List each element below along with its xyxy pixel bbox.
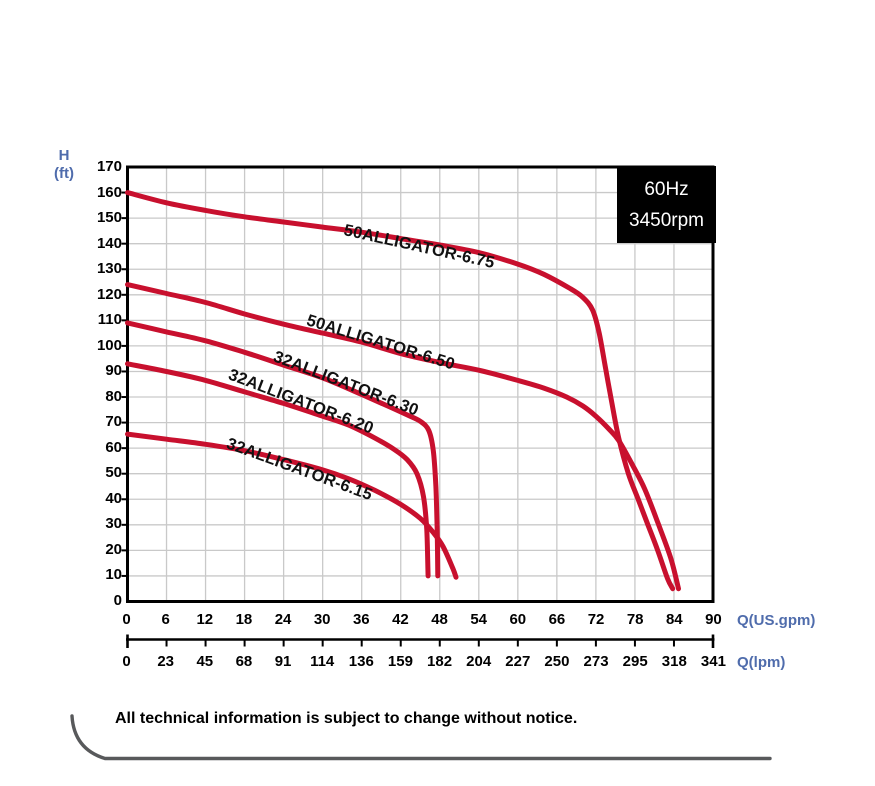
y-axis-unit-label: H (ft) (44, 147, 84, 183)
lpm-tick-label: 68 (235, 653, 253, 670)
lpm-tick-label: 204 (466, 653, 492, 670)
disclaimer-text: All technical information is subject to … (115, 710, 578, 727)
gpm-tick-label: 0 (122, 611, 131, 628)
y-tick-label: 110 (97, 311, 122, 329)
lpm-tick-label: 182 (427, 653, 453, 670)
lpm-tick-label: 273 (583, 653, 609, 670)
lpm-tick-label: 159 (387, 653, 413, 670)
lpm-tick-label: 0 (122, 653, 131, 670)
lpm-tick-label: 318 (661, 653, 687, 670)
gpm-tick-label: 60 (509, 611, 527, 628)
y-tick-label: 0 (113, 591, 122, 609)
y-tick-label: 40 (105, 489, 122, 507)
y-tick-label: 80 (105, 387, 122, 405)
lpm-tick-label: 341 (700, 653, 726, 670)
y-tick-label: 130 (96, 260, 122, 278)
pump-curve-50ALLIGATOR-6.75 (125, 190, 676, 592)
plot-border (126, 165, 715, 603)
x-axis-lpm-tick-labels: 0 23 45 68 91 114 136 159 182 204 227 250 273 295 318 3… (107, 653, 733, 670)
y-tick-label: 20 (105, 540, 122, 558)
y-axis-symbol: H (58, 147, 70, 164)
gpm-tick-label: 84 (665, 611, 683, 628)
lpm-tick-label: 250 (544, 653, 570, 670)
gpm-tick-label: 42 (392, 611, 409, 628)
y-axis-unit: (ft) (54, 165, 74, 182)
y-tick-label: 60 (105, 438, 122, 456)
x-axis-gpm-unit-label: Q(US.gpm) (737, 612, 816, 629)
gpm-tick-label: 6 (161, 611, 170, 628)
y-tick-label: 150 (96, 209, 122, 227)
y-tick-label: 90 (105, 362, 122, 380)
gpm-tick-label: 72 (587, 611, 605, 628)
frequency-value: 60Hz (644, 178, 689, 200)
speed-value: 3450rpm (629, 209, 704, 231)
lpm-tick-label: 23 (157, 653, 175, 670)
y-tick-label: 100 (96, 336, 122, 354)
gpm-tick-label: 12 (196, 611, 214, 628)
gpm-tick-label: 30 (313, 611, 331, 628)
pump-curve-32ALLIGATOR-6.15 (125, 431, 459, 580)
lpm-tick-label: 227 (505, 653, 531, 670)
y-tick-label: 140 (96, 234, 122, 252)
y-tick-label: 170 (96, 158, 122, 175)
y-tick-label: 70 (105, 413, 122, 431)
frequency-speed-badge: 60Hz 3450rpm (617, 166, 716, 243)
y-axis-tick-labels: 170 160 150 140 130 120 110 100 90 80 70 60 50 40 30 20… (78, 158, 122, 610)
x-axis-lpm-unit-label: Q(lpm) (737, 654, 786, 671)
y-tick-label: 160 (96, 183, 122, 201)
gpm-tick-label: 18 (235, 611, 253, 628)
decorative-corner-line (70, 714, 772, 761)
gpm-tick-label: 36 (352, 611, 370, 628)
gpm-tick-label: 66 (548, 611, 566, 628)
y-tick-label: 50 (105, 464, 122, 482)
lpm-tick-label: 114 (310, 653, 335, 670)
gpm-tick-label: 78 (626, 611, 644, 628)
gpm-tick-label: 54 (470, 611, 488, 628)
gpm-tick-label: 48 (431, 611, 448, 628)
pump-curve-32ALLIGATOR-6.20 (125, 361, 431, 579)
pump-curve-32ALLIGATOR-6.30 (125, 320, 441, 579)
lpm-tick-label: 295 (622, 653, 648, 670)
pump-curve-50ALLIGATOR-6.50 (125, 282, 681, 592)
y-tick-label: 120 (96, 285, 122, 303)
gpm-tick-label: 90 (705, 611, 722, 628)
lpm-tick-label: 91 (274, 653, 292, 670)
x-axis-gpm-tick-labels: 0 6 12 18 24 30 36 42 48 54 60 66 72 78 84 90 (107, 611, 733, 628)
y-tick-label: 30 (105, 515, 122, 533)
gpm-tick-label: 24 (274, 611, 292, 628)
lpm-tick-label: 136 (348, 653, 374, 670)
lpm-tick-label: 45 (196, 653, 214, 670)
y-tick-label: 10 (105, 566, 122, 584)
